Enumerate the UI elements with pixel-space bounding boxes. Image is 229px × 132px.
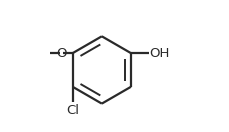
Text: OH: OH (149, 47, 169, 60)
Text: Cl: Cl (66, 104, 79, 117)
Text: O: O (56, 47, 66, 60)
